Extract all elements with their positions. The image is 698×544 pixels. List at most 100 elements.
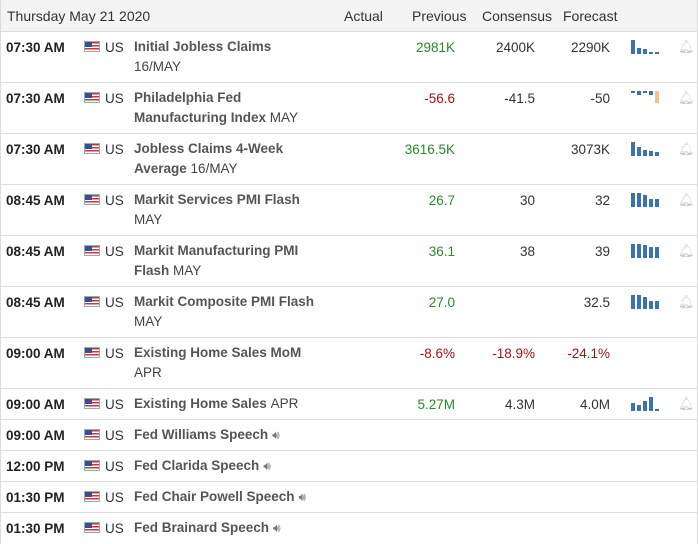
event-time: 07:30 AM [6, 142, 65, 157]
us-flag-icon [84, 522, 100, 533]
column-previous: Previous [412, 8, 467, 24]
event-time: 07:30 AM [6, 91, 65, 106]
speaker-icon[interactable]: 🔊︎ [273, 521, 281, 535]
table-row[interactable]: 01:30 PM US Fed Chair Powell Speech 🔊︎ [1, 482, 697, 513]
event-title: Fed Brainard Speech [134, 520, 270, 535]
event-period: MAY [173, 263, 202, 278]
event-period: MAY [134, 212, 163, 227]
table-row[interactable]: 08:45 AM US Markit Services PMI Flash MA… [1, 185, 697, 236]
event-title: Fed Clarida Speech [134, 458, 260, 473]
us-flag-icon [84, 398, 100, 409]
event-period: MAY [134, 314, 163, 329]
event-period: 16/MAY [134, 59, 182, 74]
event-title: Markit Services PMI Flash [134, 192, 300, 207]
event-title: Markit Composite PMI Flash [134, 294, 315, 309]
event-period: MAY [269, 110, 299, 125]
mini-bar-chart-icon[interactable] [631, 91, 661, 105]
event-time: 12:00 PM [6, 459, 65, 474]
us-flag-icon [84, 92, 100, 103]
table-row[interactable]: 08:45 AM US Markit Composite PMI Flash M… [1, 287, 697, 338]
bell-icon[interactable]: 🔔︎ [678, 90, 695, 105]
event-name[interactable]: Fed Williams Speech 🔊︎ [134, 425, 394, 445]
event-country: US [105, 346, 124, 361]
us-flag-icon [84, 429, 100, 440]
forecast-value: -50 [590, 91, 610, 106]
table-row[interactable]: 07:30 AM US Philadelphia Fed Manufacturi… [1, 83, 697, 134]
us-flag-icon [84, 296, 100, 307]
event-title: Existing Home Sales [134, 396, 267, 411]
mini-bar-chart-icon[interactable] [631, 142, 661, 156]
table-row[interactable]: 09:00 AM US Existing Home Sales MoM APR … [1, 338, 697, 389]
previous-value: 36.1 [428, 244, 455, 259]
event-title: Philadelphia Fed Manufacturing Index [134, 90, 267, 125]
calendar-date: Thursday May 21 2020 [7, 8, 151, 24]
event-name[interactable]: Initial Jobless Claims 16/MAY [134, 37, 334, 77]
table-row[interactable]: 07:30 AM US Jobless Claims 4-Week Averag… [1, 134, 697, 185]
event-name[interactable]: Fed Clarida Speech 🔊︎ [134, 456, 394, 476]
table-row[interactable]: 01:30 PM US Fed Brainard Speech 🔊︎ [1, 513, 697, 544]
mini-bar-chart-icon[interactable] [631, 193, 661, 207]
bell-icon[interactable]: 🔔︎ [678, 396, 695, 411]
event-country: US [105, 428, 124, 443]
event-time: 08:45 AM [6, 244, 65, 259]
event-title: Fed Williams Speech [134, 427, 269, 442]
table-row[interactable]: 08:45 AM US Markit Manufacturing PMI Fla… [1, 236, 697, 287]
forecast-value: 2290K [570, 40, 610, 55]
mini-bar-chart-icon[interactable] [631, 295, 661, 309]
mini-bar-chart-icon[interactable] [631, 244, 661, 258]
speaker-icon[interactable]: 🔊︎ [272, 428, 280, 442]
event-name[interactable]: Existing Home Sales APR [134, 394, 374, 414]
column-forecast: Forecast [563, 8, 618, 24]
consensus-value: 2400K [495, 40, 535, 55]
us-flag-icon [84, 194, 100, 205]
previous-value: -56.6 [424, 91, 455, 106]
bell-icon[interactable]: 🔔︎ [678, 141, 695, 156]
table-row[interactable]: 09:00 AM US Existing Home Sales APR 5.27… [1, 389, 697, 420]
event-country: US [105, 40, 124, 55]
event-name[interactable]: Jobless Claims 4-Week Average 16/MAY [134, 139, 334, 179]
event-name[interactable]: Existing Home Sales MoM APR [134, 343, 334, 383]
table-row[interactable]: 09:00 AM US Fed Williams Speech 🔊︎ [1, 420, 697, 451]
event-period: 16/MAY [190, 161, 238, 176]
mini-bar-chart-icon[interactable] [631, 397, 661, 411]
consensus-value: 4.3M [504, 397, 535, 412]
bell-icon[interactable]: 🔔︎ [678, 39, 695, 54]
forecast-value: 32 [594, 193, 610, 208]
event-time: 09:00 AM [6, 397, 65, 412]
table-row[interactable]: 12:00 PM US Fed Clarida Speech 🔊︎ [1, 451, 697, 482]
event-name[interactable]: Markit Composite PMI Flash MAY [134, 292, 334, 332]
event-time: 01:30 PM [6, 490, 65, 505]
us-flag-icon [84, 460, 100, 471]
event-time: 07:30 AM [6, 40, 65, 55]
bell-icon[interactable]: 🔔︎ [678, 294, 695, 309]
event-country: US [105, 91, 124, 106]
previous-value: 26.7 [428, 193, 455, 208]
speaker-icon[interactable]: 🔊︎ [263, 459, 271, 473]
us-flag-icon [84, 491, 100, 502]
event-title: Existing Home Sales MoM [134, 345, 302, 360]
table-row[interactable]: 07:30 AM US Initial Jobless Claims 16/MA… [1, 32, 697, 83]
consensus-value: -18.9% [492, 346, 535, 361]
mini-bar-chart-icon[interactable] [631, 40, 661, 54]
us-flag-icon [84, 143, 100, 154]
forecast-value: 4.0M [579, 397, 610, 412]
bell-icon[interactable]: 🔔︎ [678, 192, 695, 207]
event-country: US [105, 521, 124, 536]
event-name[interactable]: Philadelphia Fed Manufacturing Index MAY [134, 88, 334, 128]
bell-icon[interactable]: 🔔︎ [678, 243, 695, 258]
speaker-icon[interactable]: 🔊︎ [298, 490, 307, 504]
event-time: 08:45 AM [6, 193, 65, 208]
event-name[interactable]: Fed Chair Powell Speech 🔊︎ [134, 487, 394, 507]
event-title: Markit Manufacturing PMI Flash [134, 243, 299, 278]
calendar-header: Thursday May 21 2020 Actual Previous Con… [1, 0, 697, 32]
forecast-value: 39 [594, 244, 610, 259]
event-time: 01:30 PM [6, 521, 65, 536]
event-name[interactable]: Fed Brainard Speech 🔊︎ [134, 518, 394, 538]
event-country: US [105, 397, 124, 412]
previous-value: 3616.5K [404, 142, 455, 157]
forecast-value: 32.5 [583, 295, 610, 310]
event-name[interactable]: Markit Services PMI Flash MAY [134, 190, 334, 230]
event-country: US [105, 490, 124, 505]
event-name[interactable]: Markit Manufacturing PMI Flash MAY [134, 241, 334, 281]
event-time: 09:00 AM [6, 428, 65, 443]
